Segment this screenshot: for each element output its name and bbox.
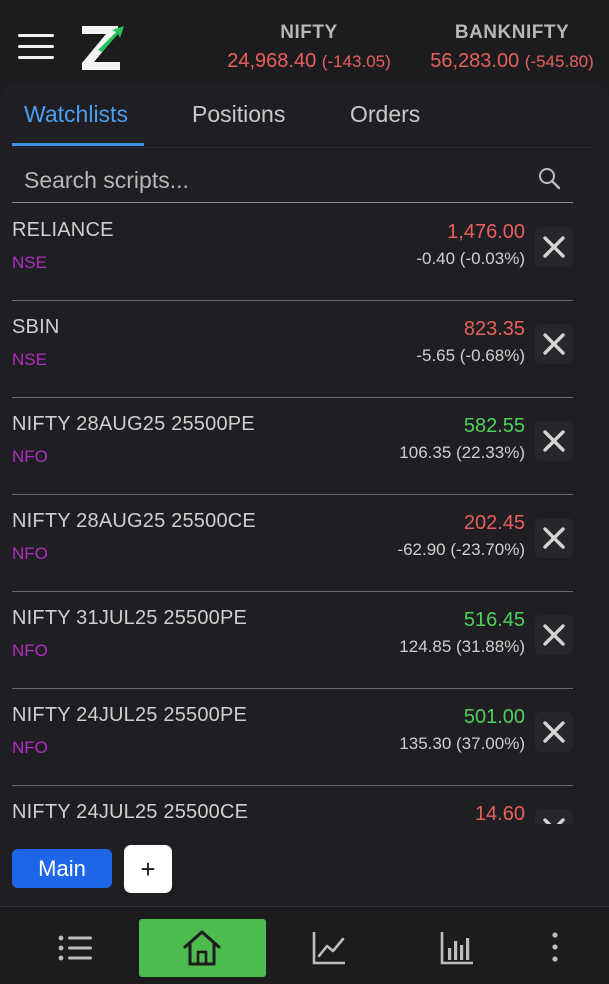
last-price: 516.45: [463, 609, 525, 631]
watchlist-row[interactable]: NIFTY 28AUG25 25500CE NFO 202.45 -62.90 (-2…: [12, 495, 573, 592]
index-value: 24,968.40: [227, 50, 317, 72]
remove-button[interactable]: [535, 227, 573, 267]
index-change: (-545.80): [524, 52, 594, 71]
home-icon: [183, 930, 221, 966]
hamburger-menu-icon[interactable]: [18, 34, 54, 60]
last-price: 14.60: [474, 803, 525, 824]
remove-button[interactable]: [535, 518, 573, 558]
price-change: 106.35 (22.33%): [399, 443, 525, 462]
tab-orders[interactable]: Orders: [350, 101, 421, 127]
symbol-name: SBIN: [12, 316, 60, 338]
price-change: -0.40 (-0.03%): [416, 249, 525, 268]
price-change: 124.85 (31.88%): [399, 637, 525, 656]
exchange-label: NFO: [12, 641, 48, 660]
main-panel: Watchlists Positions Orders RELIANCE NSE 1…: [0, 84, 609, 906]
watchlist: RELIANCE NSE 1,476.00 -0.40 (-0.03%) SBIN NSE…: [12, 204, 573, 824]
exchange-label: NSE: [12, 350, 47, 369]
symbol-name: NIFTY 24JUL25 25500CE: [12, 801, 249, 823]
bar-chart-icon: [440, 932, 473, 965]
exchange-label: NSE: [12, 253, 47, 272]
nav-positions-chart[interactable]: [306, 919, 352, 977]
search-input[interactable]: [12, 162, 522, 198]
more-vertical-icon: [552, 932, 558, 962]
search-icon[interactable]: [537, 166, 561, 190]
last-price: 501.00: [463, 706, 525, 728]
tab-bar: Watchlists Positions Orders: [12, 84, 592, 148]
list-icon: [58, 935, 92, 961]
tab-watchlists[interactable]: Watchlists: [24, 101, 128, 127]
nav-analytics[interactable]: [434, 919, 480, 977]
remove-button[interactable]: [535, 615, 573, 655]
symbol-name: RELIANCE: [12, 219, 114, 241]
close-icon: [543, 527, 565, 549]
last-price: 1,476.00: [447, 221, 525, 243]
price-change: -5.65 (-0.68%): [416, 346, 525, 365]
nav-home[interactable]: [139, 919, 266, 977]
index-banknifty[interactable]: BANKNIFTY 56,283.00 (-545.80): [424, 22, 600, 73]
index-nifty[interactable]: NIFTY 24,968.40 (-143.05): [222, 22, 396, 73]
close-icon: [543, 236, 565, 258]
index-name: NIFTY: [280, 22, 338, 43]
remove-button[interactable]: [535, 324, 573, 364]
price-change: -62.90 (-23.70%): [397, 540, 525, 559]
watchlist-row[interactable]: NIFTY 24JUL25 25500PE NFO 501.00 135.30 (37…: [12, 689, 573, 786]
symbol-name: NIFTY 31JUL25 25500PE: [12, 607, 248, 629]
remove-button[interactable]: [535, 421, 573, 461]
app-logo: [82, 26, 124, 70]
watchlist-row[interactable]: RELIANCE NSE 1,476.00 -0.40 (-0.03%): [12, 204, 573, 301]
nav-list[interactable]: [50, 919, 100, 977]
watchlist-main-button[interactable]: Main: [12, 849, 112, 888]
last-price: 202.45: [463, 512, 525, 534]
watchlist-row[interactable]: NIFTY 28AUG25 25500PE NFO 582.55 106.35 (22…: [12, 398, 573, 495]
remove-button[interactable]: [535, 809, 573, 824]
search-bar: [12, 162, 573, 203]
close-icon: [543, 624, 565, 646]
last-price: 823.35: [463, 318, 525, 340]
watchlist-row[interactable]: NIFTY 31JUL25 25500PE NFO 516.45 124.85 (31…: [12, 592, 573, 689]
last-price: 582.55: [463, 415, 525, 437]
index-name: BANKNIFTY: [454, 22, 570, 43]
tab-positions[interactable]: Positions: [192, 101, 286, 127]
remove-button[interactable]: [535, 712, 573, 752]
watchlist-row[interactable]: SBIN NSE 823.35 -5.65 (-0.68%): [12, 301, 573, 398]
close-icon: [543, 721, 565, 743]
symbol-name: NIFTY 28AUG25 25500PE: [12, 413, 255, 435]
nav-more[interactable]: [540, 919, 570, 977]
symbol-name: NIFTY 28AUG25 25500CE: [12, 510, 256, 532]
price-change: 135.30 (37.00%): [399, 734, 525, 753]
bottom-navigation: [0, 906, 609, 984]
line-chart-icon: [312, 932, 345, 965]
exchange-label: NFO: [12, 447, 48, 466]
watchlist-row[interactable]: NIFTY 24JUL25 25500CENFO14.60: [12, 786, 573, 824]
close-icon: [543, 333, 565, 355]
active-tab-indicator: [12, 143, 144, 146]
index-change: (-143.05): [321, 52, 391, 71]
exchange-label: NFO: [12, 544, 48, 563]
close-icon: [543, 430, 565, 452]
top-header: NIFTY 24,968.40 (-143.05) BANKNIFTY 56,2…: [0, 0, 609, 90]
index-value: 56,283.00: [430, 50, 520, 72]
exchange-label: NFO: [12, 738, 48, 757]
close-icon: [543, 818, 565, 824]
symbol-name: NIFTY 24JUL25 25500PE: [12, 704, 248, 726]
add-watchlist-button[interactable]: +: [124, 845, 172, 893]
